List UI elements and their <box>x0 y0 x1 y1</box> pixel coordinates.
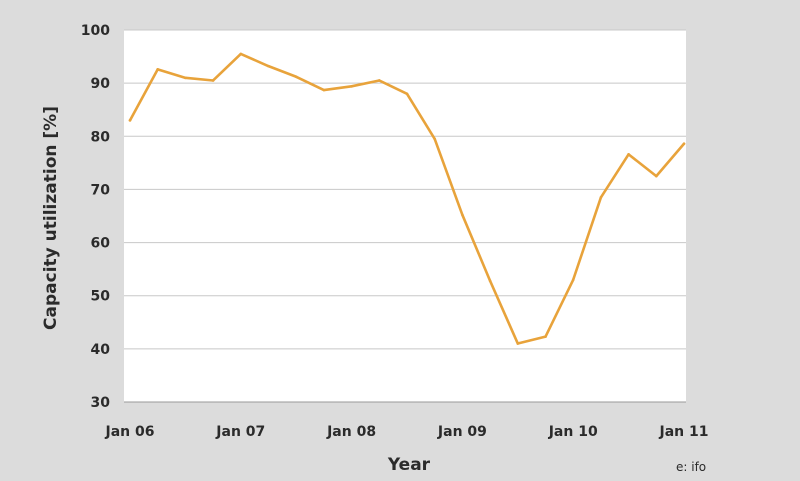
x-tick-label: Jan 08 <box>326 424 376 440</box>
data-point <box>211 79 215 82</box>
data-point <box>516 342 520 345</box>
data-point <box>405 92 409 96</box>
x-axis-title: Year <box>387 455 431 475</box>
y-axis-title: Capacity utilization [%] <box>41 106 61 330</box>
x-tick-label: Jan 09 <box>437 424 487 440</box>
data-point <box>350 85 353 88</box>
y-tick-label: 80 <box>91 129 111 145</box>
data-point <box>267 64 270 68</box>
data-point <box>682 142 686 146</box>
y-tick-label: 50 <box>91 289 111 305</box>
data-point <box>655 174 658 178</box>
x-tick-label: Jan 07 <box>215 424 265 440</box>
y-axis: 30 40 50 60 70 80 90 100 <box>81 23 110 411</box>
data-point <box>184 76 187 80</box>
data-point <box>488 279 492 283</box>
data-point <box>571 278 575 282</box>
y-tick-label: 60 <box>91 236 111 252</box>
data-point <box>294 75 298 79</box>
x-tick-label: Jan 10 <box>548 424 598 440</box>
y-tick-label: 70 <box>91 182 111 198</box>
y-tick-label: 100 <box>81 23 110 39</box>
y-tick-label: 40 <box>91 342 111 358</box>
data-point <box>322 88 326 92</box>
data-point <box>627 153 630 156</box>
x-tick-label: Jan 11 <box>659 424 709 440</box>
gridlines <box>124 29 686 350</box>
x-tick-label: Jan 06 <box>105 424 155 440</box>
plot-area <box>124 30 686 402</box>
source-note: e: ifo <box>676 460 706 474</box>
data-point <box>378 79 381 82</box>
data-point <box>544 335 547 338</box>
data-point <box>128 119 132 122</box>
series-group <box>128 52 686 345</box>
y-tick-label: 30 <box>91 395 111 411</box>
x-axis: Jan 06 Jan 07 Jan 08 Jan 09 Jan 10 Jan 11 <box>105 401 709 440</box>
data-point <box>239 52 243 56</box>
data-point <box>599 196 603 199</box>
data-point <box>433 137 437 141</box>
y-tick-label: 90 <box>91 76 111 92</box>
data-point <box>461 213 464 217</box>
data-point <box>156 68 159 71</box>
